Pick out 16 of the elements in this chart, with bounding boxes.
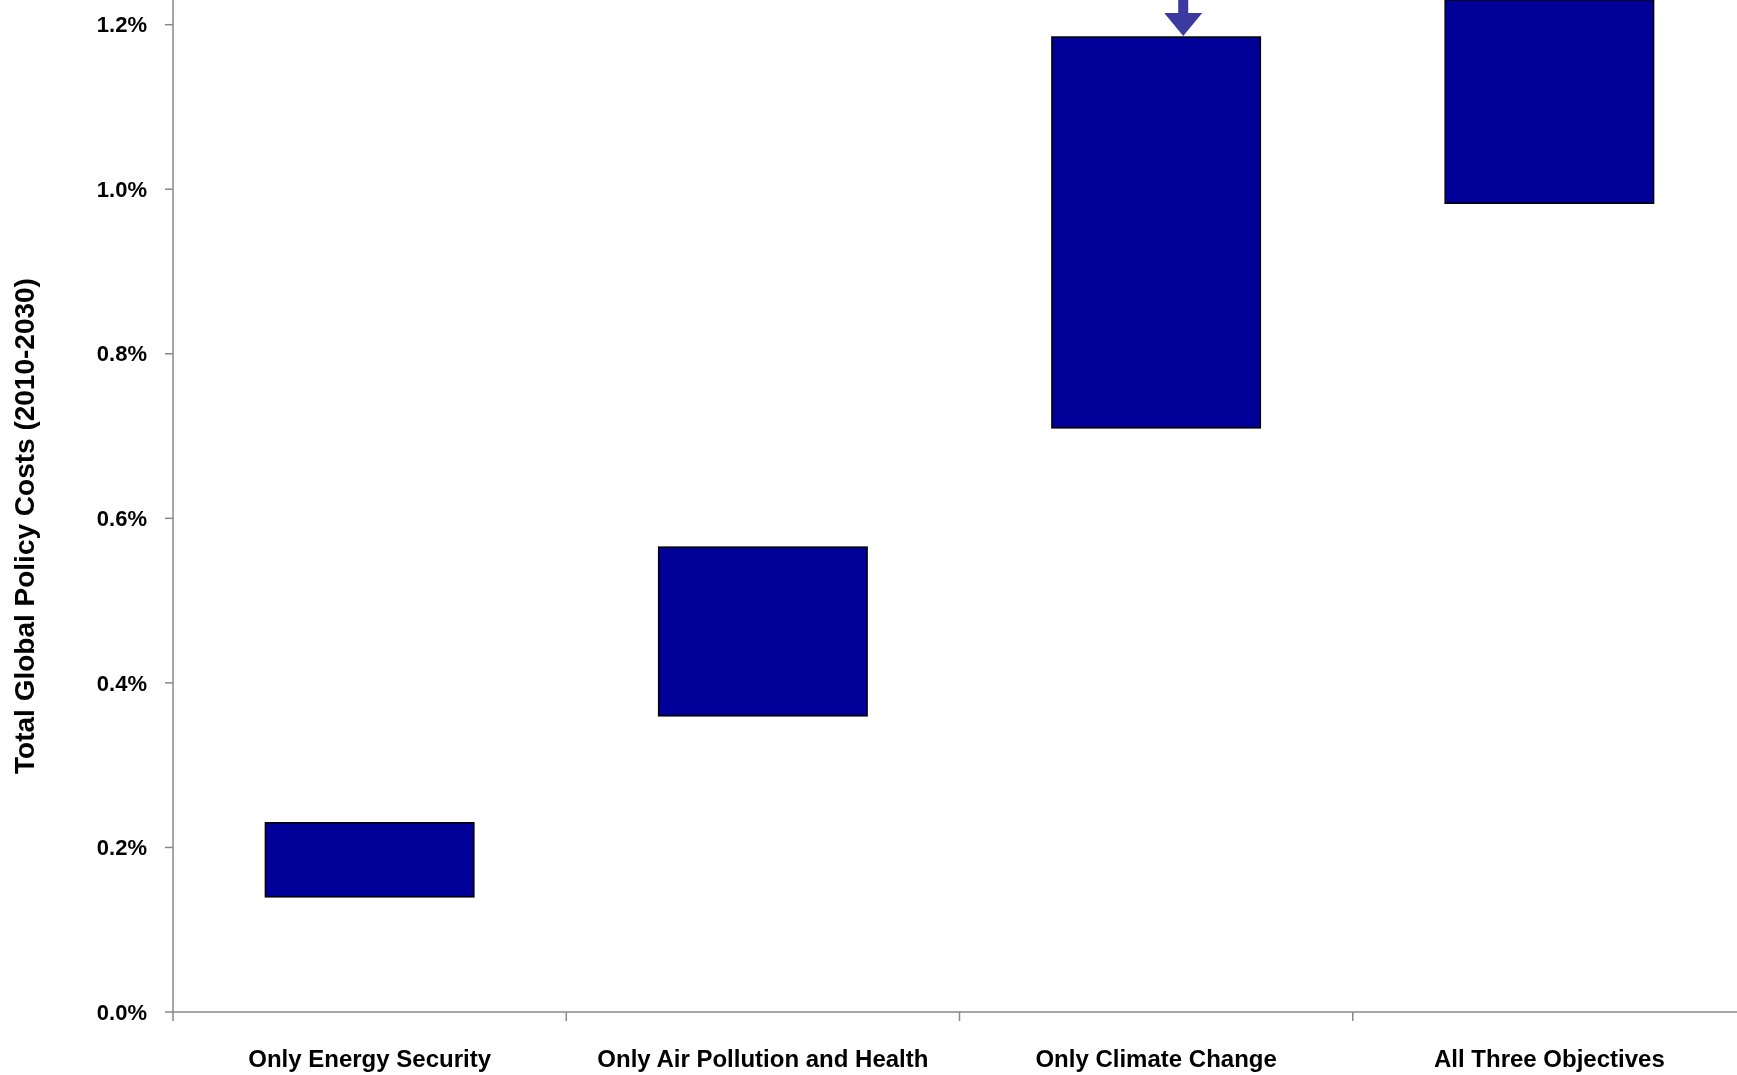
y-tick-label: 0.6% [96,506,147,532]
y-tick-label: 1.0% [96,176,147,202]
y-tick-label: 0.0% [96,999,147,1025]
bar [1444,0,1655,204]
y-tick-label: 0.2% [96,835,147,861]
y-axis-title: Total Global Policy Costs (2010-2030) [9,278,40,774]
y-tick-label: 0.4% [96,670,147,696]
y-tick-label: 1.2% [96,12,147,38]
x-tick-label: Only Energy Security [248,1045,492,1072]
bar [657,546,868,717]
bar [264,822,475,898]
y-tick-label: 0.8% [96,341,147,367]
x-tick-label: Only Climate Change [1035,1045,1277,1072]
bar [1051,36,1262,429]
x-tick-label: All Three Objectives [1433,1045,1665,1072]
x-tick-label: Only Air Pollution and Health [597,1045,929,1072]
